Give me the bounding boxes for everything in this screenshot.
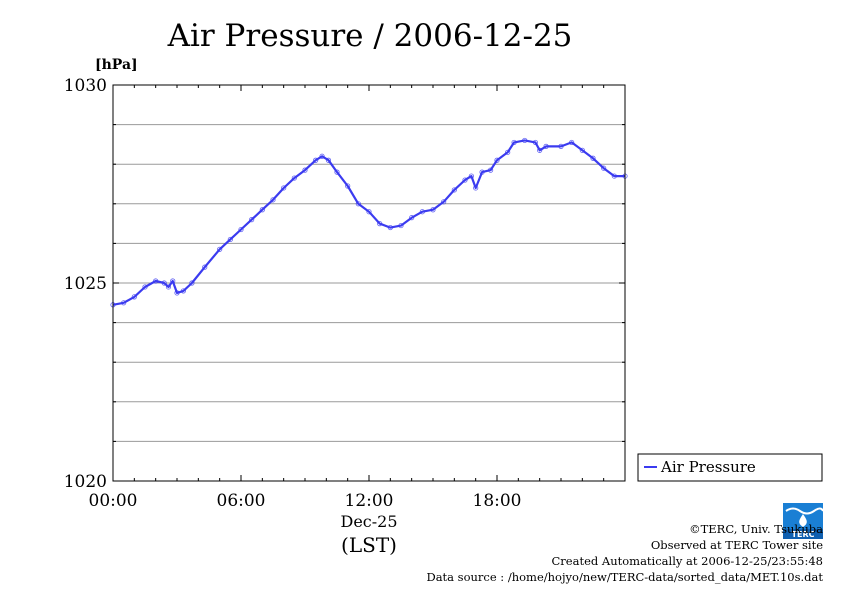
data-point bbox=[121, 300, 127, 306]
data-point bbox=[419, 209, 425, 215]
data-point bbox=[494, 157, 500, 163]
data-point bbox=[334, 169, 340, 175]
data-point bbox=[217, 246, 223, 252]
data-point bbox=[409, 215, 415, 221]
data-point bbox=[302, 167, 308, 173]
copyright-text: ©TERC, Univ. Tsukuba bbox=[689, 522, 823, 536]
series-line bbox=[112, 139, 625, 306]
data-point bbox=[611, 173, 617, 179]
x-unit-label: (LST) bbox=[341, 533, 397, 557]
data-point bbox=[170, 278, 176, 284]
data-point bbox=[590, 155, 596, 161]
data-point bbox=[479, 169, 485, 175]
data-point bbox=[601, 165, 607, 171]
x-tick-label: 18:00 bbox=[473, 491, 522, 511]
data-point bbox=[165, 284, 172, 290]
data-point bbox=[473, 185, 479, 191]
data-point bbox=[249, 217, 255, 223]
legend-label: Air Pressure bbox=[660, 458, 756, 476]
data-point bbox=[569, 139, 575, 146]
data-point bbox=[579, 147, 585, 153]
y-tick-label: 1020 bbox=[64, 472, 107, 492]
data-point bbox=[313, 157, 319, 163]
data-point bbox=[291, 175, 297, 181]
data-point bbox=[387, 224, 393, 231]
data-point bbox=[366, 209, 372, 215]
data-point bbox=[537, 147, 543, 153]
y-tick-label: 1025 bbox=[64, 274, 107, 294]
data-point bbox=[532, 139, 539, 146]
data-point bbox=[487, 167, 494, 173]
data-point bbox=[131, 294, 137, 300]
x-tick-label: 12:00 bbox=[345, 491, 394, 511]
data-point bbox=[398, 222, 404, 229]
observed-text: Observed at TERC Tower site bbox=[650, 538, 823, 552]
y-tick-label: 1030 bbox=[64, 76, 107, 96]
grid-lines bbox=[113, 124, 625, 442]
x-tick-label: 00:00 bbox=[89, 491, 138, 511]
data-point bbox=[451, 187, 457, 193]
series-layer bbox=[110, 137, 628, 308]
data-point bbox=[377, 221, 383, 227]
legend: Air Pressure bbox=[637, 453, 823, 482]
terc-logo: TERC bbox=[783, 503, 824, 539]
data-point bbox=[345, 183, 351, 189]
data-point bbox=[270, 197, 276, 203]
data-point bbox=[227, 236, 233, 243]
legend-box bbox=[637, 453, 823, 482]
data-point bbox=[558, 143, 564, 149]
x-tick-label: 06:00 bbox=[217, 491, 266, 511]
data-point bbox=[319, 153, 325, 159]
data-point bbox=[161, 280, 167, 286]
y-axis-label: [hPa] bbox=[95, 57, 138, 73]
data-point bbox=[281, 185, 287, 191]
data-point bbox=[511, 139, 517, 146]
created-text: Created Automatically at 2006-12-25/23:5… bbox=[551, 554, 824, 568]
data-point bbox=[505, 149, 511, 155]
axis-ticks: 1020 1025 1030 00:00 06:00 12:00 18:00 bbox=[64, 76, 626, 511]
source-text: Data source : /home/hojyo/new/TERC-data/… bbox=[426, 570, 823, 584]
data-point bbox=[238, 226, 244, 233]
data-point bbox=[468, 173, 474, 179]
data-point bbox=[259, 207, 265, 213]
data-point bbox=[325, 157, 332, 163]
logo-text: TERC bbox=[792, 530, 815, 539]
chart-title: Air Pressure / 2006-12-25 bbox=[167, 18, 573, 54]
data-point bbox=[189, 280, 195, 286]
data-point bbox=[522, 137, 528, 144]
x-date-label: Dec-25 bbox=[340, 512, 397, 531]
data-point bbox=[153, 278, 159, 284]
data-point bbox=[142, 284, 148, 290]
data-point bbox=[441, 199, 447, 205]
data-point bbox=[174, 290, 180, 296]
data-point bbox=[180, 288, 186, 294]
data-point bbox=[430, 207, 436, 213]
data-point bbox=[462, 177, 468, 183]
data-point bbox=[543, 143, 549, 149]
data-point bbox=[202, 264, 208, 270]
credits-block: ©TERC, Univ. Tsukuba Observed at TERC To… bbox=[426, 521, 823, 585]
data-point bbox=[355, 201, 361, 207]
